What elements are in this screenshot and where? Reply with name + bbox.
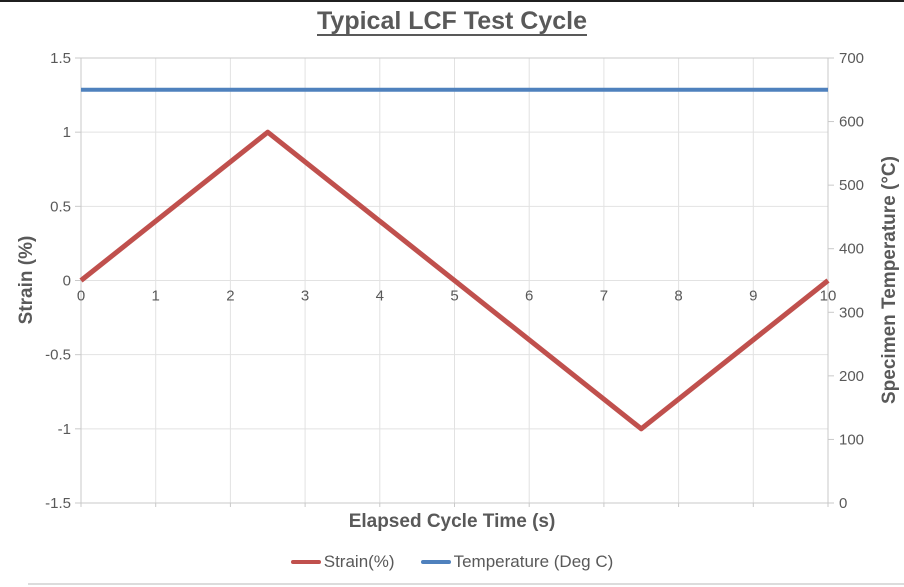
x-tick-label: 2 <box>226 288 234 305</box>
y-left-tick-label: 0.5 <box>50 198 71 215</box>
y-right-tick-label: 100 <box>839 431 864 448</box>
y-right-tick-label: 600 <box>839 114 864 131</box>
y-left-axis-title: Strain (%) <box>16 235 37 325</box>
x-tick-label: 6 <box>525 288 533 305</box>
y-left-tick-label: -0.5 <box>45 347 71 364</box>
y-right-tick-label: 500 <box>839 177 864 194</box>
legend-dash-icon <box>290 560 321 564</box>
y-left-tick-label: 0 <box>63 273 71 290</box>
x-tick-label: 3 <box>301 288 309 305</box>
series-line-strain- <box>79 129 830 432</box>
x-tick-label: 5 <box>450 288 458 305</box>
legend-item: Temperature (Deg C) <box>420 552 614 572</box>
chart-title: Typical LCF Test Cycle <box>317 7 587 35</box>
legend-label: Temperature (Deg C) <box>453 552 614 571</box>
x-tick-label: 10 <box>820 288 837 305</box>
y-right-axis-title: Specimen Temperature (°C) <box>879 156 900 404</box>
x-tick-label: 7 <box>600 288 608 305</box>
y-right-tick-label: 0 <box>839 495 847 512</box>
y-right-tick-label: 400 <box>839 241 864 258</box>
x-tick-label: 1 <box>152 288 160 305</box>
x-tick-label: 9 <box>749 288 757 305</box>
x-tick-label: 4 <box>376 288 384 305</box>
y-left-tick-label: -1 <box>58 421 71 438</box>
y-right-tick-label: 700 <box>839 50 864 67</box>
legend-label: Strain(%) <box>323 552 395 571</box>
bottom-edge-line <box>28 583 904 585</box>
x-tick-label: 0 <box>77 288 85 305</box>
x-tick-label: 8 <box>674 288 682 305</box>
x-axis-title: Elapsed Cycle Time (s) <box>348 511 556 532</box>
legend-dash-icon <box>420 560 451 564</box>
y-left-tick-label: 1 <box>63 124 71 141</box>
y-left-tick-label: -1.5 <box>45 495 71 512</box>
top-edge-line <box>0 0 904 2</box>
y-left-tick-label: 1.5 <box>50 50 71 67</box>
legend-item: Strain(%) <box>290 552 395 572</box>
y-right-tick-label: 200 <box>839 368 864 385</box>
y-right-tick-label: 300 <box>839 304 864 321</box>
chart-legend: Strain(%) Temperature (Deg C) <box>0 549 904 575</box>
